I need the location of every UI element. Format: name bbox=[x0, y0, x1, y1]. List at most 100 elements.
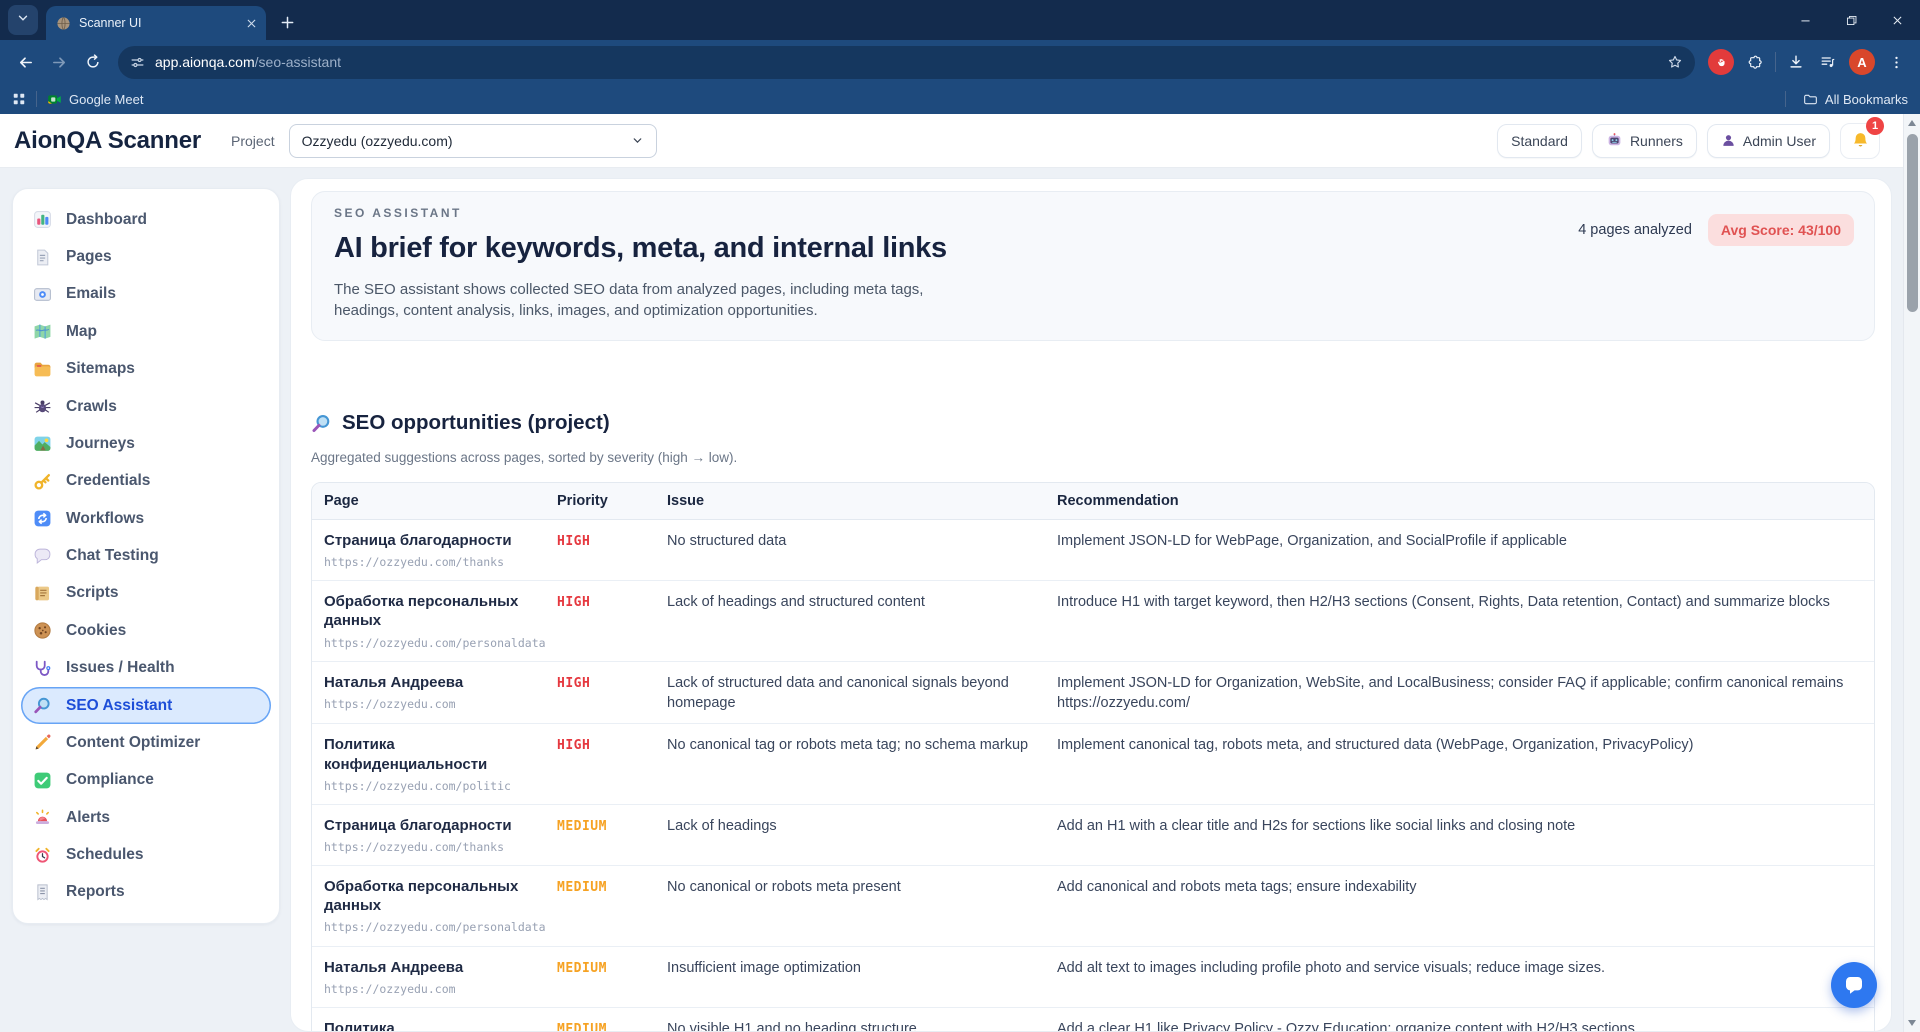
priority-cell: HIGH bbox=[545, 661, 655, 725]
chat-bubble-icon bbox=[1842, 973, 1866, 997]
page-scrollbar[interactable] bbox=[1903, 114, 1920, 1032]
bookmark-star-icon[interactable] bbox=[1667, 54, 1683, 70]
key-icon bbox=[33, 472, 52, 491]
column-header-recommendation: Recommendation bbox=[1045, 483, 1874, 520]
sidebar-item-issues-health[interactable]: Issues / Health bbox=[21, 650, 271, 687]
sidebar-item-label: Dashboard bbox=[66, 210, 147, 228]
close-button[interactable] bbox=[1874, 0, 1920, 40]
sidebar-item-label: Pages bbox=[66, 248, 112, 266]
site-info-icon[interactable] bbox=[130, 55, 145, 70]
chevron-down-icon bbox=[16, 11, 30, 30]
scroll-down-icon[interactable] bbox=[1904, 1016, 1920, 1030]
profile-avatar[interactable]: A bbox=[1849, 49, 1875, 75]
folder-icon bbox=[1803, 92, 1818, 107]
section-title: SEO opportunities (project) bbox=[342, 411, 610, 434]
sidebar-item-schedules[interactable]: Schedules bbox=[21, 836, 271, 873]
priority-cell: MEDIUM bbox=[545, 1007, 655, 1031]
page-cell: Политика конфиденциальности https://ozzye… bbox=[312, 723, 545, 805]
priority-cell: HIGH bbox=[545, 519, 655, 582]
issue-cell: No canonical or robots meta present bbox=[655, 865, 1045, 947]
sidebar-item-label: Compliance bbox=[66, 771, 154, 789]
back-icon[interactable] bbox=[8, 45, 42, 79]
sidebar-item-compliance[interactable]: Compliance bbox=[21, 762, 271, 799]
notifications-button[interactable]: 1 bbox=[1840, 116, 1884, 159]
sidebar-item-credentials[interactable]: Credentials bbox=[21, 463, 271, 500]
page-name: Наталья Андреева bbox=[324, 673, 464, 691]
reading-list-icon[interactable] bbox=[1812, 46, 1844, 78]
bell-icon bbox=[1851, 131, 1870, 150]
minimize-button[interactable] bbox=[1782, 0, 1828, 40]
url-text[interactable]: app.aionqa.com/seo-assistant bbox=[155, 54, 342, 70]
page-cell: Наталья Андреева https://ozzyedu.com bbox=[312, 946, 545, 1008]
forward-icon[interactable] bbox=[42, 45, 76, 79]
page-url: https://ozzyedu.com/thanks bbox=[324, 840, 505, 854]
landscape-icon bbox=[33, 434, 52, 453]
all-bookmarks-label[interactable]: All Bookmarks bbox=[1824, 91, 1908, 107]
scroll-icon bbox=[33, 584, 52, 603]
sidebar-item-cookies[interactable]: Cookies bbox=[21, 612, 271, 649]
bookmarks-bar: Google Meet All Bookmarks bbox=[0, 84, 1920, 114]
restore-button[interactable] bbox=[1828, 0, 1874, 40]
page-url: https://ozzyedu.com bbox=[324, 981, 456, 996]
sidebar-item-label: Map bbox=[66, 322, 97, 340]
chat-fab-button[interactable] bbox=[1831, 962, 1877, 1008]
sidebar-item-journeys[interactable]: Journeys bbox=[21, 425, 271, 462]
tab-search-button[interactable] bbox=[8, 5, 38, 35]
page-cell: Обработка персональных данных https://ozz… bbox=[312, 865, 546, 947]
page-url: https://ozzyedu.com/politic bbox=[324, 778, 511, 793]
url-bar[interactable]: app.aionqa.com/seo-assistant bbox=[118, 45, 1695, 79]
sidebar-item-sitemaps[interactable]: Sitemaps bbox=[21, 351, 271, 388]
browser-tab[interactable]: Scanner UI bbox=[46, 6, 266, 40]
app-title: AionQA Scanner bbox=[14, 126, 202, 154]
recommendation-cell: Implement canonical tag, robots meta, an… bbox=[1045, 723, 1874, 805]
globe-favicon-icon bbox=[56, 16, 71, 31]
browser-menu-icon[interactable] bbox=[1880, 46, 1912, 78]
priority-cell: MEDIUM bbox=[545, 865, 655, 947]
page-icon bbox=[33, 248, 52, 267]
scrollbar-thumb[interactable] bbox=[1907, 134, 1918, 312]
sidebar-item-seo-assistant[interactable]: SEO Assistant bbox=[21, 686, 271, 725]
apps-grid-icon[interactable] bbox=[12, 92, 26, 106]
toolbar-separator bbox=[1775, 52, 1776, 72]
sidebar-item-emails[interactable]: Emails bbox=[21, 276, 271, 313]
speech-icon bbox=[33, 547, 52, 566]
downloads-icon[interactable] bbox=[1780, 46, 1812, 78]
priority-cell: MEDIUM bbox=[545, 946, 655, 1008]
sidebar-item-crawls[interactable]: Crawls bbox=[21, 388, 271, 425]
page-cell: Наталья Андреева https://ozzyedu.com bbox=[312, 661, 545, 725]
page-cell: Страница благодарности https://ozzyedu.co… bbox=[312, 804, 545, 867]
admin-user-button[interactable]: Admin User bbox=[1706, 123, 1830, 158]
new-tab-button[interactable] bbox=[280, 15, 295, 30]
priority-cell: MEDIUM bbox=[545, 804, 655, 867]
standard-mode-button[interactable]: Standard bbox=[1497, 123, 1582, 158]
table-row: Страница благодарности https://ozzyedu.co… bbox=[312, 804, 1874, 867]
reload-icon[interactable] bbox=[76, 45, 110, 79]
project-select[interactable]: Ozzyedu (ozzyedu.com) bbox=[288, 123, 657, 158]
priority-badge: HIGH bbox=[557, 675, 591, 691]
page-title: AI brief for keywords, meta, and interna… bbox=[334, 232, 947, 264]
sidebar-item-dashboard[interactable]: Dashboard bbox=[21, 201, 271, 238]
cycle-icon bbox=[33, 509, 52, 528]
table-row: Наталья Андреева https://ozzyedu.com MEDIU… bbox=[312, 946, 1874, 1008]
bookmark-google-meet[interactable]: Google Meet bbox=[47, 92, 143, 107]
sidebar-item-map[interactable]: Map bbox=[21, 313, 271, 350]
tab-close-icon[interactable] bbox=[245, 17, 258, 30]
siren-icon bbox=[33, 808, 52, 827]
sidebar-item-pages[interactable]: Pages bbox=[21, 238, 271, 275]
sidebar-item-scripts[interactable]: Scripts bbox=[21, 575, 271, 612]
sidebar-item-chat-testing[interactable]: Chat Testing bbox=[21, 537, 271, 574]
runners-button[interactable]: Runners bbox=[1591, 123, 1697, 158]
blocker-extension-icon[interactable] bbox=[1708, 49, 1734, 75]
page-cell: Обработка персональных данных https://ozz… bbox=[312, 580, 546, 662]
sidebar-item-alerts[interactable]: Alerts bbox=[21, 799, 271, 836]
bookmarks-separator bbox=[36, 91, 37, 107]
extensions-puzzle-icon[interactable] bbox=[1739, 46, 1771, 78]
sidebar-item-label: Scripts bbox=[66, 584, 119, 602]
page-url: https://ozzyedu.com/personaldata bbox=[324, 635, 546, 650]
sidebar-item-content-optimizer[interactable]: Content Optimizer bbox=[21, 724, 271, 761]
sidebar-item-reports[interactable]: Reports bbox=[21, 874, 271, 911]
stethoscope-icon bbox=[33, 659, 52, 678]
recommendation-cell: Implement JSON-LD for Organization, WebS… bbox=[1045, 661, 1874, 725]
scroll-up-icon[interactable] bbox=[1904, 116, 1920, 130]
sidebar-item-workflows[interactable]: Workflows bbox=[21, 500, 271, 537]
